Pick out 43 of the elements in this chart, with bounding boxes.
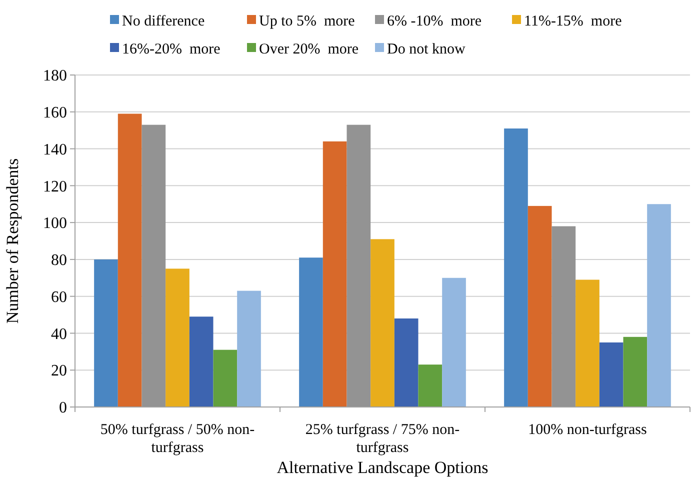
bar — [370, 239, 394, 407]
bar — [142, 124, 166, 407]
y-tick-label: 100 — [43, 215, 67, 232]
y-tick-label: 160 — [43, 104, 67, 122]
y-tick-label: 60 — [51, 288, 67, 306]
legend-label: Do not know — [387, 41, 466, 58]
x-tick-label: 100% non-turfgrass — [528, 422, 648, 438]
bar — [418, 364, 442, 407]
bar — [442, 278, 466, 407]
bar — [118, 114, 142, 407]
bar — [647, 204, 671, 407]
y-tick-label: 40 — [51, 326, 67, 343]
y-tick-label: 120 — [43, 178, 67, 196]
x-axis-title: Alternative Landscape Options — [276, 458, 488, 477]
bar — [576, 280, 600, 407]
y-tick-label: 180 — [43, 68, 67, 85]
y-tick-label: 20 — [51, 362, 67, 380]
bar — [504, 128, 528, 407]
legend-label: Up to 5% more — [259, 13, 356, 30]
bar — [189, 316, 214, 407]
bar — [166, 268, 190, 407]
bar — [623, 336, 648, 407]
bar — [528, 206, 552, 407]
x-tick-label: 50% turfgrass / 50% non-turfgrass — [100, 422, 255, 456]
bar — [599, 342, 624, 407]
bar — [94, 259, 118, 407]
bar — [213, 350, 238, 407]
bar — [552, 226, 576, 407]
legend-label: 6% -10% more — [387, 13, 482, 30]
bar — [237, 290, 261, 407]
legend-label: 11%-15% more — [524, 13, 622, 30]
y-tick-label: 80 — [51, 252, 67, 270]
x-tick-label: 25% turfgrass / 75% non-turfgrass — [305, 422, 460, 456]
bar — [346, 124, 371, 407]
y-tick-label: 0 — [59, 400, 67, 417]
legend-label: No difference — [122, 13, 205, 30]
y-tick-label: 140 — [43, 141, 67, 158]
y-axis-title: Number of Respondents — [3, 158, 22, 324]
legend-label: 16%-20% more — [122, 41, 221, 58]
bar — [394, 318, 418, 407]
bar — [322, 141, 347, 407]
bar — [299, 258, 323, 407]
legend-label: Over 20% more — [259, 41, 359, 58]
